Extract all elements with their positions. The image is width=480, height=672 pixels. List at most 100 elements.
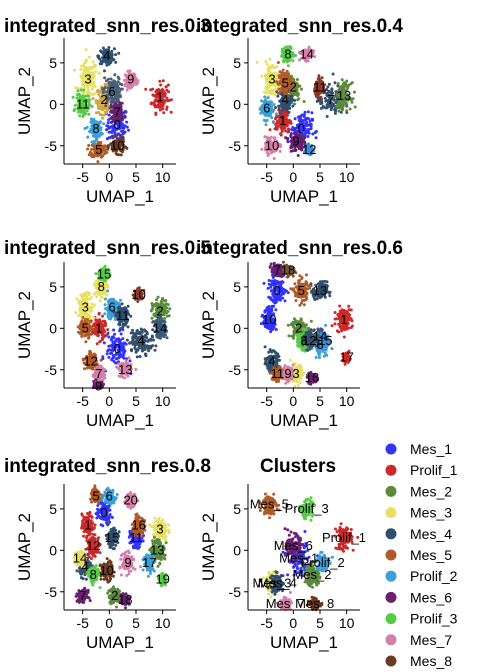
cell-point [157, 94, 161, 98]
cell-point [105, 90, 109, 94]
cell-point [87, 68, 91, 72]
cell-point [319, 96, 323, 100]
cell-point [96, 146, 100, 150]
cell-point [334, 109, 337, 113]
cell-point [348, 107, 352, 111]
cell-point [110, 335, 114, 339]
cell-point [161, 107, 165, 111]
cell-point [101, 314, 104, 318]
x-tick-label: 5 [132, 169, 140, 185]
cell-point [270, 65, 274, 69]
cell-point [168, 307, 172, 311]
cell-point [106, 87, 110, 90]
cell-point [99, 141, 103, 144]
cell-point [88, 55, 91, 59]
umap-panel-2: integrated_snn_res.0.4012345678910111213… [196, 16, 403, 206]
cell-point [345, 79, 349, 83]
y-tick-label: 5 [233, 55, 241, 71]
cluster-points [71, 46, 173, 164]
cell-point [294, 54, 298, 57]
cell-point [97, 56, 101, 59]
umap-panel-3: integrated_snn_res.0.5012345678910111213… [4, 238, 211, 430]
cell-point [98, 89, 101, 93]
cell-point [85, 295, 89, 299]
cell-point [105, 333, 109, 337]
cluster-label: 1 [156, 90, 163, 105]
cell-point [127, 128, 130, 132]
cell-point [76, 89, 80, 93]
cell-point [155, 298, 158, 302]
cell-point [306, 135, 310, 138]
cell-point [149, 338, 153, 342]
cell-point [90, 148, 93, 151]
x-tick-label: -5 [76, 169, 89, 185]
cell-point [88, 91, 92, 95]
cell-point [286, 137, 290, 141]
cluster-label: 3 [268, 71, 275, 86]
cluster-6-points [100, 73, 124, 110]
cell-point [109, 130, 113, 134]
cell-point [313, 131, 317, 135]
cell-point [133, 343, 137, 347]
cell-point [280, 130, 284, 133]
cell-point [102, 376, 106, 380]
cell-point [93, 70, 97, 74]
cell-point [283, 106, 287, 110]
cell-point [128, 341, 132, 345]
cell-point [86, 73, 90, 77]
cell-point [134, 83, 138, 86]
cell-point [96, 140, 100, 144]
cell-point [123, 341, 126, 345]
cell-point [293, 128, 296, 132]
cell-point [105, 352, 109, 356]
cell-point [76, 325, 80, 329]
cluster-label: 14 [299, 47, 313, 62]
cell-point [147, 344, 151, 348]
cell-point [112, 355, 116, 359]
cell-point [104, 104, 108, 108]
cluster-label: 2 [290, 80, 297, 95]
cell-point [106, 328, 110, 332]
cell-point [97, 111, 101, 115]
cell-point [114, 53, 118, 57]
cell-point [126, 325, 130, 329]
cell-point [106, 124, 110, 128]
cell-point [260, 147, 264, 151]
cell-point [106, 121, 110, 125]
cell-point [107, 355, 111, 359]
cell-point [164, 85, 168, 89]
cell-point [82, 72, 86, 76]
cell-point [86, 135, 90, 139]
cell-point [119, 332, 123, 336]
x-tick-label: 10 [339, 169, 355, 185]
cell-point [153, 348, 157, 352]
cluster-label: 3 [84, 71, 91, 86]
cell-point [75, 297, 79, 301]
cell-point [135, 355, 139, 359]
cluster-label: 10 [110, 138, 124, 153]
cell-point [109, 352, 112, 355]
cell-point [107, 118, 111, 122]
cell-point [110, 358, 114, 362]
cell-point [151, 344, 155, 348]
cell-point [143, 328, 146, 332]
cell-point [90, 140, 94, 144]
cell-point [123, 376, 127, 380]
cell-point [272, 157, 276, 161]
cell-point [94, 111, 98, 115]
cell-point [77, 330, 80, 334]
cell-point [277, 108, 281, 112]
cell-point [97, 311, 101, 315]
cell-point [92, 316, 96, 320]
cell-point [105, 53, 109, 57]
cell-point [83, 127, 87, 130]
cell-point [96, 160, 100, 164]
cell-point [166, 303, 170, 307]
cell-point [329, 108, 333, 112]
cell-point [103, 312, 107, 316]
cell-point [103, 152, 106, 156]
cell-point [92, 74, 96, 77]
cell-point [83, 66, 87, 70]
cell-point [81, 316, 85, 319]
cell-point [325, 115, 329, 118]
